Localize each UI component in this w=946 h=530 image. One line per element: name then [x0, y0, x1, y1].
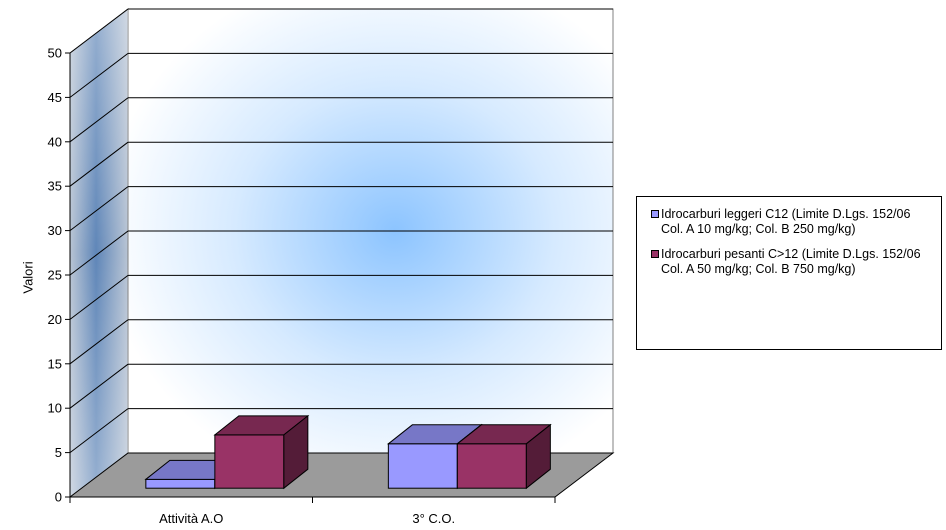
- bar-front-face: [214, 434, 285, 489]
- y-tick-label: 45: [48, 90, 62, 105]
- gridline-side: [69, 141, 129, 187]
- chart-walls: [68, 7, 615, 499]
- legend-label-series-1: Idrocarburi leggeri C12 (Limite D.Lgs. 1…: [661, 207, 911, 236]
- y-tick-label: 15: [48, 356, 62, 371]
- gridlines: [69, 8, 613, 453]
- axes: 0 5 10 15 20 25 30 35 40 45 50 Attività A.O 3° C.O.: [48, 46, 556, 526]
- legend: Idrocarburi leggeri C12 (Limite D.Lgs. 1…: [636, 196, 942, 350]
- bar-2-series-2: [455, 423, 552, 490]
- gridline-side: [69, 8, 129, 54]
- bar-front-face: [456, 443, 527, 489]
- gridline-side: [69, 53, 129, 98]
- gridline-side: [69, 186, 129, 231]
- gridline-side: [69, 230, 129, 276]
- y-tick-label: 50: [48, 46, 62, 61]
- y-tick-label: 40: [48, 134, 62, 149]
- gridline-side: [69, 275, 129, 320]
- bars: [144, 414, 552, 490]
- y-axis-title: Valori: [20, 261, 36, 294]
- gridline-side: [69, 408, 129, 453]
- y-tick-label: 30: [48, 223, 62, 238]
- legend-swatch-series-1: [651, 210, 659, 218]
- bar-side-face: [525, 423, 551, 490]
- y-tick-label: 10: [48, 401, 62, 416]
- bar-front-face: [387, 443, 458, 489]
- bar-front-face: [145, 478, 216, 489]
- y-tick-label: 0: [55, 490, 62, 505]
- x-category-label: Attività A.O: [159, 511, 223, 526]
- gridline-side: [69, 97, 129, 143]
- legend-swatch-series-2: [651, 250, 659, 258]
- legend-item-series-1: Idrocarburi leggeri C12 (Limite D.Lgs. 1…: [651, 207, 935, 237]
- y-tick-label: 20: [48, 312, 62, 327]
- y-tick-label: 25: [48, 268, 62, 283]
- y-tick-label: 35: [48, 179, 62, 194]
- legend-item-series-2: Idrocarburi pesanti C>12 (Limite D.Lgs. …: [651, 247, 935, 277]
- gridline-side: [69, 363, 129, 409]
- y-tick-label: 5: [55, 445, 62, 460]
- x-category-label: 3° C.O.: [412, 511, 455, 526]
- bar-1-series-2: [213, 414, 310, 490]
- legend-label-series-2: Idrocarburi pesanti C>12 (Limite D.Lgs. …: [661, 247, 921, 276]
- bar-side-face: [283, 414, 309, 490]
- gridline-side: [69, 319, 129, 365]
